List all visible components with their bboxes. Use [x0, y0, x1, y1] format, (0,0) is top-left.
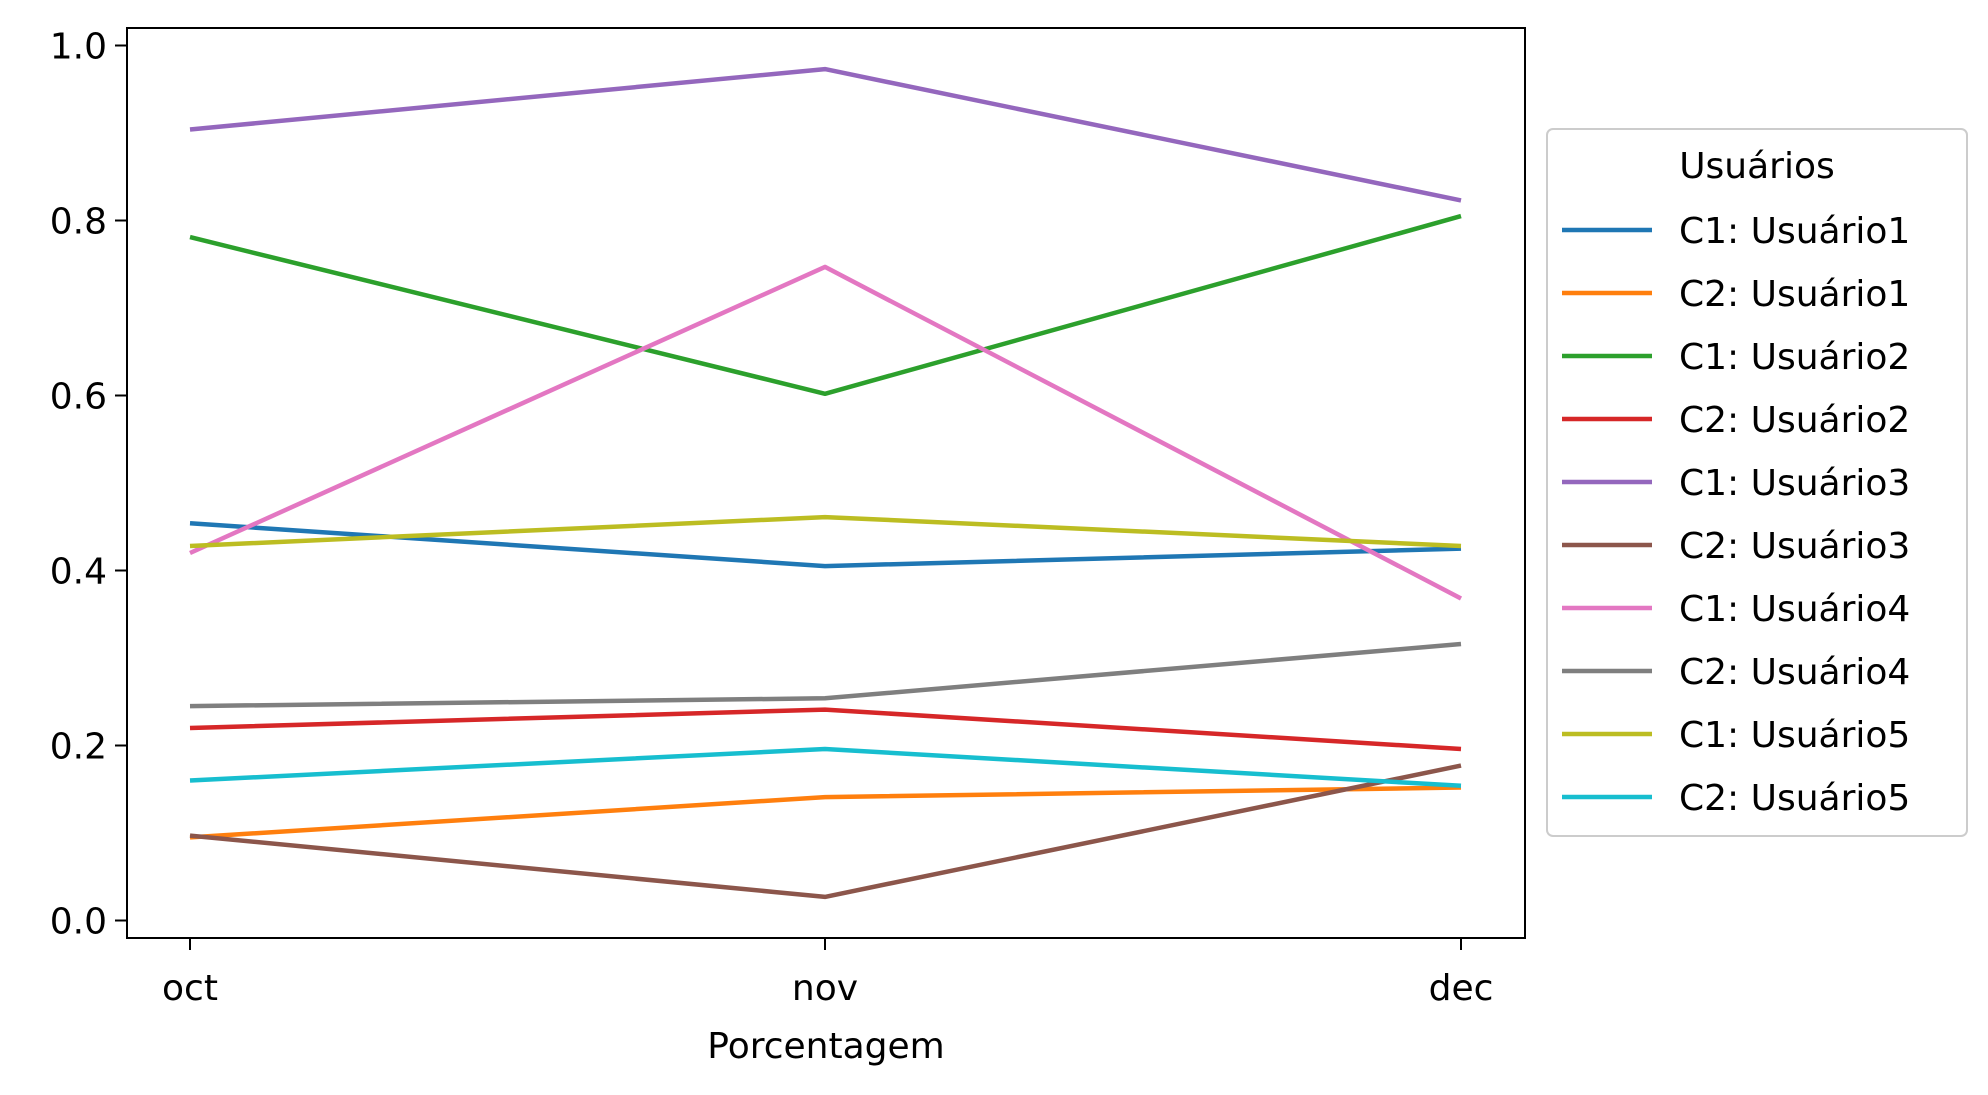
- legend-item: C2: Usuário5: [1562, 778, 1910, 819]
- plot-area: oct nov dec 0.0 0.2 0.4 0.6 0.8 1.0 Porcentagem: [50, 27, 1526, 1067]
- series-line-7: [189, 264, 1463, 601]
- legend-label: C2: Usuário4: [1679, 652, 1910, 693]
- y-tick-label: 0.6: [50, 377, 107, 418]
- legend-item: C2: Usuário2: [1562, 400, 1910, 441]
- legend-label: C2: Usuário3: [1679, 526, 1910, 567]
- y-axis-ticks: 0.0 0.2 0.4 0.6 0.8 1.0: [50, 27, 127, 943]
- legend-label: C1: Usuário2: [1679, 337, 1910, 378]
- legend-label: C2: Usuário2: [1679, 400, 1910, 441]
- series-line-3: [189, 213, 1462, 397]
- x-tick-label: oct: [162, 968, 218, 1009]
- series-line-10: [189, 746, 1462, 789]
- legend-title: Usuários: [1679, 146, 1835, 187]
- x-axis-label: Porcentagem: [707, 1026, 944, 1067]
- legend-label: C1: Usuário1: [1679, 211, 1910, 252]
- legend-item: C1: Usuário5: [1562, 715, 1910, 756]
- series-line-9: [189, 514, 1462, 549]
- x-tick-label: nov: [792, 968, 858, 1009]
- legend-item: C2: Usuário1: [1562, 274, 1910, 315]
- y-tick-label: 0.8: [50, 202, 107, 243]
- y-tick-label: 0.2: [50, 727, 107, 768]
- legend-item: C2: Usuário3: [1562, 526, 1910, 567]
- series-line-4: [189, 707, 1462, 752]
- legend-item: C2: Usuário4: [1562, 652, 1910, 693]
- legend-item: C1: Usuário4: [1562, 589, 1910, 630]
- legend-item: C1: Usuário2: [1562, 337, 1910, 378]
- x-axis-ticks: oct nov dec: [162, 938, 1493, 1009]
- axes-frame: [126, 27, 1526, 939]
- series-line-8: [189, 641, 1462, 709]
- legend-item: C1: Usuário3: [1562, 463, 1910, 504]
- series-line-5: [189, 66, 1462, 203]
- x-tick-label: dec: [1429, 968, 1494, 1009]
- legend-label: C2: Usuário1: [1679, 274, 1910, 315]
- y-tick-label: 0.0: [50, 902, 107, 943]
- legend-box: [1546, 128, 1968, 837]
- legend-label: C1: Usuário4: [1679, 589, 1910, 630]
- y-tick-label: 1.0: [50, 27, 107, 68]
- legend-item: C1: Usuário1: [1562, 211, 1910, 252]
- legend-label: C2: Usuário5: [1679, 778, 1910, 819]
- legend-label: C1: Usuário5: [1679, 715, 1910, 756]
- series-line-1: [189, 521, 1462, 569]
- series-line-6: [189, 763, 1462, 900]
- y-tick-label: 0.4: [50, 552, 107, 593]
- legend-items: C1: Usuário1 C2: Usuário1 C1: Usuário2 C2: …: [1562, 211, 1910, 819]
- legend-label: C1: Usuário3: [1679, 463, 1910, 504]
- series-layer: [189, 66, 1463, 900]
- series-line-2: [189, 785, 1462, 840]
